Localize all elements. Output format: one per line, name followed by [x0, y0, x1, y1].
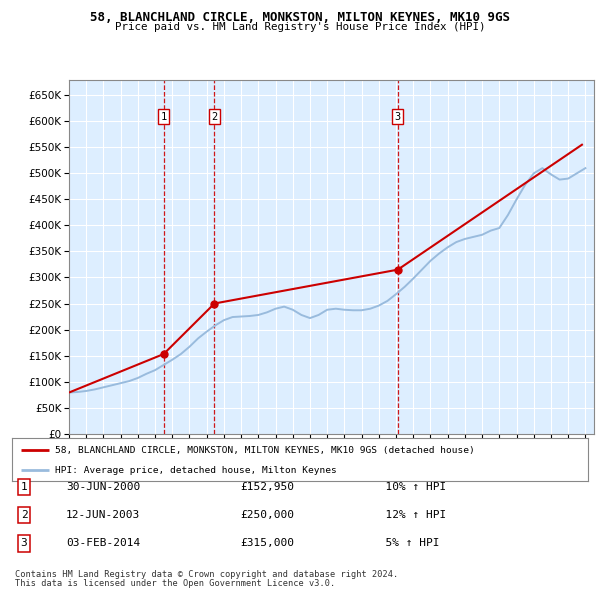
- Text: £152,950: £152,950: [240, 482, 294, 491]
- Text: 3: 3: [395, 112, 401, 122]
- Text: Price paid vs. HM Land Registry's House Price Index (HPI): Price paid vs. HM Land Registry's House …: [115, 22, 485, 32]
- Text: Contains HM Land Registry data © Crown copyright and database right 2024.: Contains HM Land Registry data © Crown c…: [15, 570, 398, 579]
- Text: 1: 1: [161, 112, 167, 122]
- Text: £315,000: £315,000: [240, 539, 294, 548]
- Text: 2: 2: [211, 112, 218, 122]
- Text: 58, BLANCHLAND CIRCLE, MONKSTON, MILTON KEYNES, MK10 9GS (detached house): 58, BLANCHLAND CIRCLE, MONKSTON, MILTON …: [55, 446, 475, 455]
- Text: 5% ↑ HPI: 5% ↑ HPI: [372, 539, 439, 548]
- Text: 1: 1: [20, 482, 28, 491]
- Text: £250,000: £250,000: [240, 510, 294, 520]
- Text: HPI: Average price, detached house, Milton Keynes: HPI: Average price, detached house, Milt…: [55, 466, 337, 475]
- Text: 03-FEB-2014: 03-FEB-2014: [66, 539, 140, 548]
- Text: 10% ↑ HPI: 10% ↑ HPI: [372, 482, 446, 491]
- Text: 58, BLANCHLAND CIRCLE, MONKSTON, MILTON KEYNES, MK10 9GS: 58, BLANCHLAND CIRCLE, MONKSTON, MILTON …: [90, 11, 510, 24]
- Text: 3: 3: [20, 539, 28, 548]
- Text: 30-JUN-2000: 30-JUN-2000: [66, 482, 140, 491]
- Text: 12-JUN-2003: 12-JUN-2003: [66, 510, 140, 520]
- Text: This data is licensed under the Open Government Licence v3.0.: This data is licensed under the Open Gov…: [15, 579, 335, 588]
- Text: 2: 2: [20, 510, 28, 520]
- Text: 12% ↑ HPI: 12% ↑ HPI: [372, 510, 446, 520]
